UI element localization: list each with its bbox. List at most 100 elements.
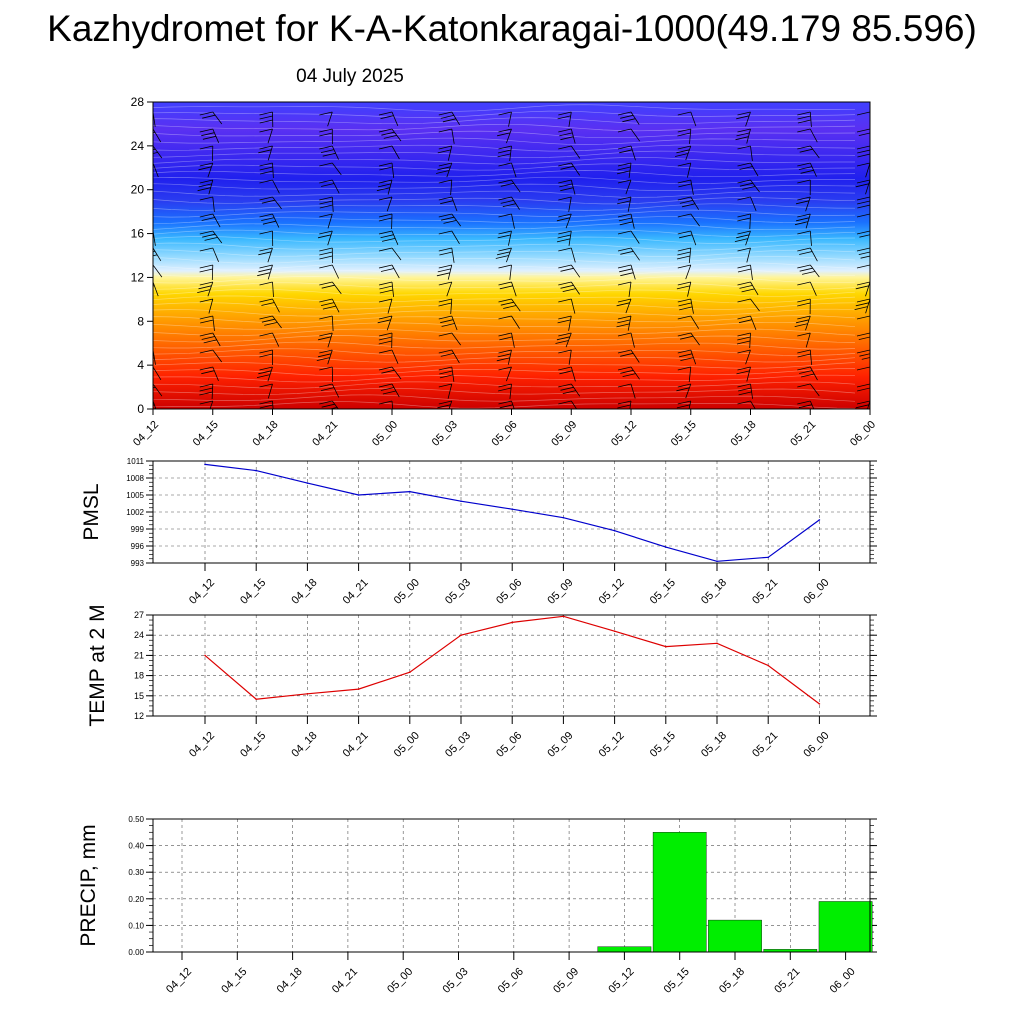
wind-barb	[259, 349, 273, 366]
wind-barb	[316, 349, 333, 365]
wind-barb	[558, 400, 578, 409]
x-tick-label: 05_12	[609, 419, 639, 449]
wind-barb	[677, 366, 692, 382]
wind-barb	[438, 128, 455, 144]
wind-barb	[153, 349, 156, 365]
wind-barb	[676, 247, 692, 263]
wind-barb	[259, 298, 280, 313]
wind-barb	[737, 400, 756, 409]
wind-barb	[436, 264, 453, 280]
x-tick-label: 05_06	[494, 730, 524, 760]
x-tick-label: 06_00	[828, 966, 858, 996]
wind-barb	[855, 281, 870, 297]
wind-barb	[617, 349, 640, 363]
wind-barb	[498, 196, 520, 210]
wind-barb	[677, 162, 692, 178]
x-tick-label: 06_00	[801, 730, 831, 760]
wind-barb	[558, 298, 576, 314]
x-tick-label: 04_21	[310, 419, 340, 449]
x-tick-label: 05_18	[699, 577, 729, 607]
x-tick-label: 04_18	[275, 966, 305, 996]
wind-barb	[677, 111, 697, 127]
wind-barb	[378, 264, 400, 279]
wind-barb	[498, 366, 512, 382]
contour-line	[153, 203, 856, 211]
wind-barb	[555, 332, 572, 348]
x-tick-label: 05_09	[545, 730, 575, 760]
wind-barb	[617, 128, 641, 142]
contour-line	[153, 308, 856, 317]
data-point	[767, 664, 769, 667]
wind-barb	[319, 298, 340, 313]
wind-barb	[617, 383, 636, 399]
x-tick-label: 05_15	[662, 966, 692, 996]
contour-line	[153, 341, 856, 350]
wind-barb	[153, 197, 154, 199]
y-axis-label: PMSL	[80, 483, 103, 540]
contour-line	[153, 104, 856, 112]
contour-line	[153, 302, 856, 310]
wind-barb	[199, 349, 223, 363]
contour-line	[153, 209, 856, 218]
wind-barb	[199, 213, 221, 228]
wind-barb	[259, 383, 273, 399]
wind-barb	[197, 179, 214, 195]
contour-line	[153, 176, 855, 185]
contour-line	[153, 355, 856, 363]
wind-barb	[856, 315, 870, 327]
x-tick-label: 04_21	[341, 577, 371, 607]
y-tick-label: 24	[131, 139, 145, 153]
wind-barb	[153, 162, 159, 178]
wind-barb	[378, 230, 399, 245]
contour-line	[153, 137, 856, 145]
y-tick-label: 1005	[126, 491, 144, 500]
contour-line	[153, 117, 856, 125]
data-point	[562, 615, 565, 618]
y-tick-label: 21	[134, 650, 144, 660]
contour-line	[153, 282, 856, 290]
x-tick-label: 05_03	[443, 730, 473, 760]
contour-line	[153, 262, 856, 271]
x-tick-label: 04_21	[341, 730, 371, 760]
wind-barb	[616, 298, 632, 314]
x-tick-label: 05_03	[430, 419, 460, 449]
y-tick-label: 20	[131, 183, 145, 197]
wind-barb	[556, 230, 572, 246]
contour-line	[153, 401, 856, 409]
wind-barb	[498, 332, 515, 348]
wind-barb	[558, 179, 576, 195]
wind-barb	[437, 400, 453, 409]
wind-barb	[677, 230, 697, 246]
contour-line	[153, 321, 856, 330]
wind-barb	[737, 196, 757, 212]
wind-barb	[797, 349, 812, 365]
y-tick-label: 27	[134, 610, 144, 620]
wind-barb	[319, 247, 333, 264]
wind-barb	[676, 400, 692, 409]
wind-barb	[617, 247, 640, 261]
wind-barb	[677, 349, 697, 365]
wind-barb	[558, 264, 581, 278]
wind-barb	[677, 213, 700, 227]
data-point	[511, 621, 513, 624]
contour-line	[153, 216, 856, 225]
y-axis-label: TEMP at 2 M	[86, 604, 109, 726]
wind-barb	[319, 162, 342, 176]
wind-barb	[153, 247, 162, 262]
panel-frame	[152, 460, 871, 564]
wind-barb	[197, 281, 214, 297]
x-tick-label: 05_18	[699, 730, 729, 760]
wind-barb	[438, 230, 460, 245]
contour-line	[153, 394, 856, 402]
wind-barb	[676, 281, 692, 297]
wind-barb	[378, 196, 393, 212]
data-point	[716, 560, 718, 563]
wind-barb	[676, 383, 692, 399]
wind-barb	[677, 264, 692, 280]
wind-barb	[856, 366, 870, 371]
x-tick-label: 04_18	[289, 577, 319, 607]
wind-barb	[677, 128, 692, 144]
x-tick-label: 05_00	[392, 730, 422, 760]
contour-line	[153, 197, 856, 205]
data-point	[665, 645, 667, 648]
